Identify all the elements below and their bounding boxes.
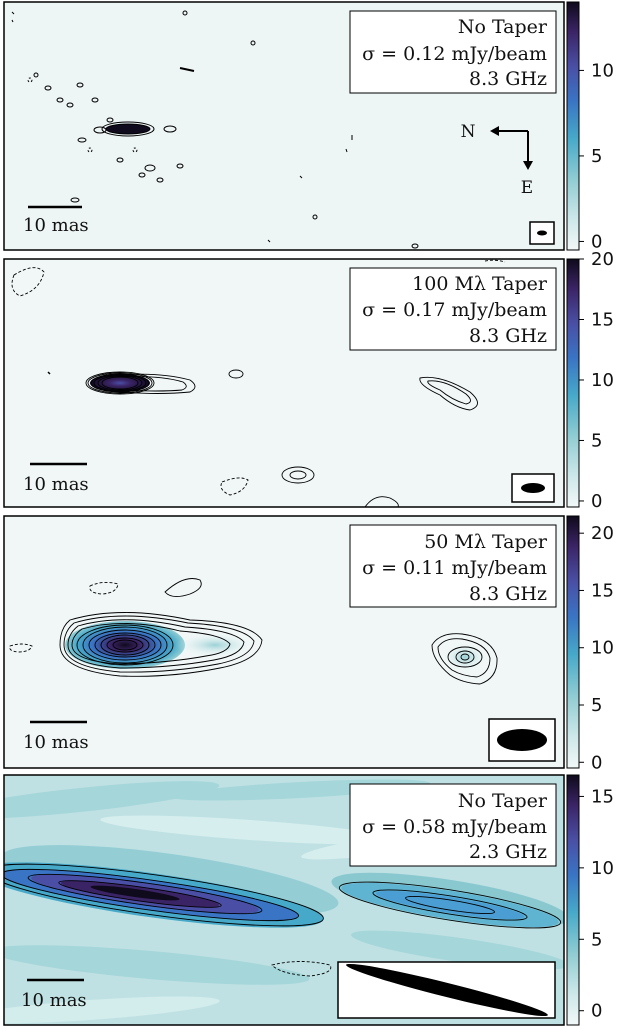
- scale-bar-label: 10 mas: [23, 215, 89, 236]
- legend-line: No Taper: [458, 790, 548, 812]
- panel-1-colorbar: 0 5 10: [566, 1, 614, 252]
- scale-bar-label: 10 mas: [21, 990, 87, 1011]
- scale-bar-label: 10 mas: [23, 474, 89, 495]
- colorbar-tick-label: 20: [591, 249, 614, 270]
- panel-3: 50 Mλ Taper σ = 0.11 mJy/beam 8.3 GHz 10…: [3, 515, 614, 773]
- panel-2-core: [90, 374, 150, 392]
- colorbar-tick-label: 20: [591, 523, 614, 544]
- panel-4: No Taper σ = 0.58 mJy/beam 2.3 GHz 10 ma…: [3, 774, 614, 1026]
- panel-4-contours: [4, 863, 562, 977]
- panel-1-legend: No Taper σ = 0.12 mJy/beam 8.3 GHz: [349, 10, 557, 94]
- colorbar-tick-label: 10: [591, 858, 614, 879]
- beam-indicator: [488, 718, 556, 762]
- compass-east-label: E: [521, 178, 533, 198]
- panel-3-contours: [9, 578, 498, 685]
- beam-indicator: [529, 221, 555, 245]
- colorbar-tick-label: 5: [591, 695, 602, 716]
- legend-line: σ = 0.17 mJy/beam: [362, 299, 547, 321]
- panel-2-contours: [11, 259, 506, 507]
- beam-indicator: [511, 473, 555, 503]
- colorbar-tick-label: 10: [591, 370, 614, 391]
- legend-line: No Taper: [458, 16, 548, 38]
- legend-line: σ = 0.12 mJy/beam: [362, 43, 547, 65]
- compass-north-label: N: [461, 122, 476, 142]
- colorbar-tick-label: 10: [591, 60, 614, 81]
- panel-1-contours: [11, 10, 439, 249]
- colorbar-tick-label: 5: [591, 929, 602, 950]
- panel-4-jet: [4, 862, 559, 928]
- colorbar-tick-label: 10: [591, 638, 614, 659]
- colorbar-tick-label: 5: [591, 430, 602, 451]
- colorbar-tick-label: 0: [591, 491, 602, 512]
- panel-4-colorbar: 0 5 10 15: [566, 774, 614, 1026]
- legend-line: 2.3 GHz: [469, 841, 547, 863]
- panel-3-colorbar: 0 5 10 15 20: [566, 515, 614, 773]
- colorbar-tick-label: 0: [591, 231, 602, 252]
- compass: N E: [461, 122, 534, 198]
- panel-2: 100 Mλ Taper σ = 0.17 mJy/beam 8.3 GHz 1…: [3, 249, 614, 512]
- colorbar-tick-label: 0: [591, 752, 602, 773]
- colorbar-tick-label: 5: [591, 146, 602, 167]
- scale-bar-label: 10 mas: [23, 732, 89, 753]
- panel-2-legend: 100 Mλ Taper σ = 0.17 mJy/beam 8.3 GHz: [349, 267, 557, 351]
- legend-line: σ = 0.58 mJy/beam: [362, 816, 547, 838]
- panel-3-legend: 50 Mλ Taper σ = 0.11 mJy/beam 8.3 GHz: [349, 524, 557, 608]
- colorbar-tick-label: 15: [591, 786, 614, 807]
- panel-4-legend: No Taper σ = 0.58 mJy/beam 2.3 GHz: [349, 783, 557, 867]
- legend-line: σ = 0.11 mJy/beam: [362, 557, 547, 579]
- legend-line: 8.3 GHz: [469, 583, 547, 605]
- legend-line: 8.3 GHz: [469, 68, 547, 90]
- panel-3-core: [65, 621, 185, 669]
- colorbar-tick-label: 15: [591, 580, 614, 601]
- colorbar-tick-label: 0: [591, 1001, 602, 1022]
- legend-line: 8.3 GHz: [469, 325, 547, 347]
- panel-2-colorbar: 0 5 10 15 20: [566, 249, 614, 512]
- legend-line: 100 Mλ Taper: [412, 273, 548, 295]
- legend-line: 50 Mλ Taper: [424, 531, 548, 553]
- beam-indicator: [337, 961, 556, 1019]
- panel-1: No Taper σ = 0.12 mJy/beam 8.3 GHz N E 1…: [3, 1, 614, 252]
- colorbar-tick-label: 15: [591, 309, 614, 330]
